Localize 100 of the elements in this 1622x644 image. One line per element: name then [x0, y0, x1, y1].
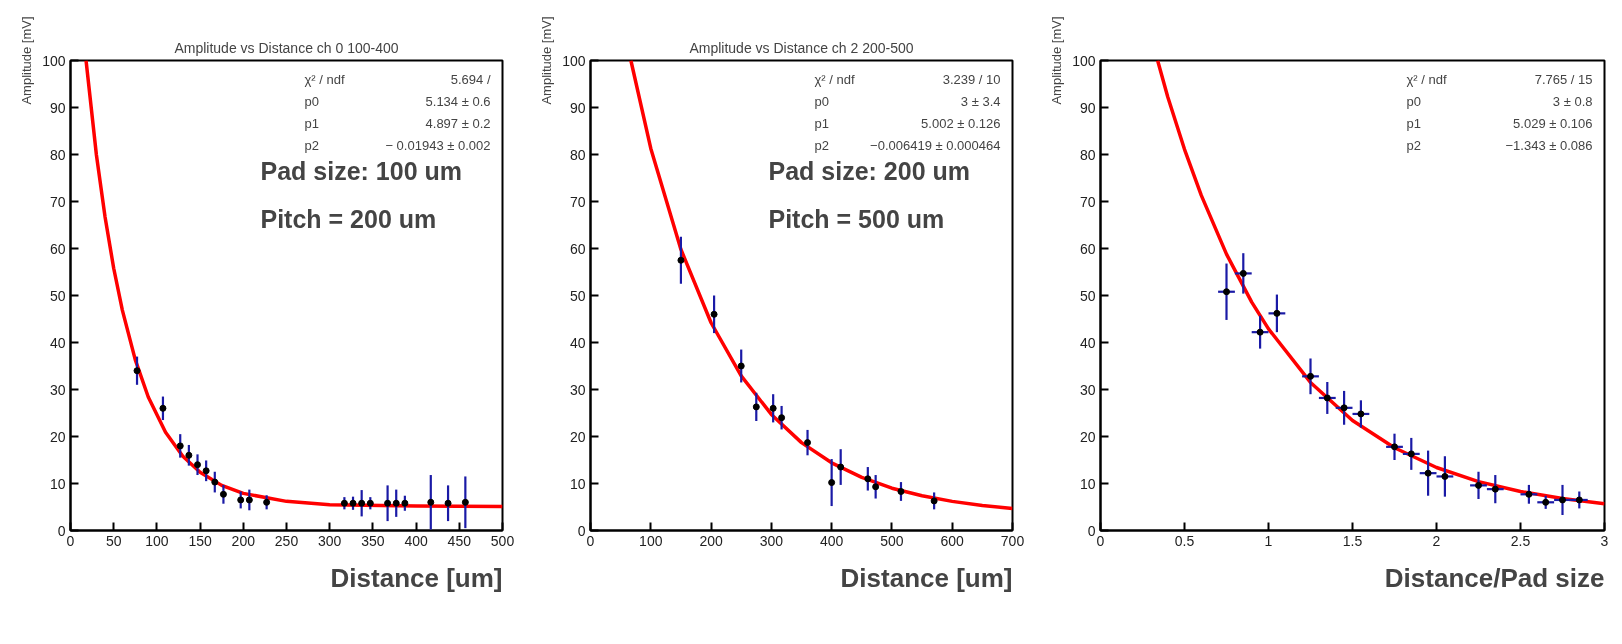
point — [219, 490, 227, 498]
annotation: p1 — [814, 116, 829, 131]
annotation: Pad size: 200 um — [768, 156, 970, 185]
annotation: −1.343 ± 0.086 — [1505, 138, 1593, 153]
y-tick-label: 90 — [1079, 99, 1096, 116]
annotation: 5.694 / — [450, 72, 491, 87]
point — [263, 498, 271, 506]
y-tick-label: 60 — [569, 240, 586, 257]
point — [1340, 404, 1348, 412]
y-tick-label: 30 — [1079, 381, 1096, 398]
annotation: 4.897 ± 0.2 — [425, 116, 491, 131]
x-tick-label: 500 — [880, 532, 904, 549]
y-tick-label: 50 — [1079, 287, 1096, 304]
y-tick-label: 20 — [49, 428, 66, 445]
point — [737, 362, 745, 370]
annotation: Pitch = 200 um — [260, 204, 437, 233]
point — [358, 499, 366, 507]
annotation: p2 — [814, 138, 829, 153]
x-tick-label: 100 — [639, 532, 663, 549]
point — [1357, 410, 1365, 418]
annotation: 3 ± 3.4 — [960, 94, 1001, 109]
y-axis-title: Amplitude [mV] — [539, 16, 555, 105]
point — [194, 461, 202, 469]
y-tick-label: 40 — [569, 334, 586, 351]
x-tick-label: 450 — [447, 532, 472, 549]
x-tick-label: 500 — [490, 532, 515, 549]
point — [461, 498, 469, 506]
x-tick-label: 400 — [819, 532, 844, 549]
point — [1559, 496, 1566, 504]
point — [133, 367, 141, 375]
point — [872, 483, 880, 491]
chart-title: Amplitude vs Distance ch 0 100-400 — [174, 39, 399, 56]
y-tick-label: 40 — [1079, 334, 1096, 351]
annotation: 7.765 / 15 — [1534, 72, 1593, 87]
point — [159, 404, 167, 412]
point — [864, 475, 872, 483]
annotation: Pitch = 500 um — [768, 204, 945, 233]
annotation: 5.002 ± 0.126 — [921, 116, 1001, 131]
chart-title: Amplitude vs Distance ch 2 200-500 — [689, 39, 914, 56]
x-tick-label: 350 — [361, 532, 385, 549]
point — [245, 496, 253, 504]
x-tick-label: 250 — [274, 532, 299, 549]
y-tick-label: 60 — [1079, 240, 1096, 257]
point — [1525, 490, 1533, 498]
annotation: p2 — [1406, 138, 1421, 153]
y-tick-label: 60 — [49, 240, 66, 257]
y-tick-label: 50 — [569, 287, 586, 304]
y-tick-label: 90 — [49, 99, 66, 116]
y-axis-title: Amplitude [mV] — [1049, 16, 1065, 105]
y-tick-label: 20 — [569, 428, 586, 445]
x-tick-label: 2.5 — [1510, 532, 1531, 549]
y-tick-label: 70 — [569, 193, 586, 210]
point — [185, 451, 193, 459]
annotation: p2 — [304, 138, 319, 153]
point — [202, 467, 210, 475]
point — [1491, 485, 1499, 493]
annotation: p0 — [304, 94, 319, 109]
x-tick-label: 300 — [318, 532, 342, 549]
annotation: −0.006419 ± 0.000464 — [870, 138, 1001, 153]
y-tick-label: 80 — [1079, 146, 1096, 163]
point — [1424, 469, 1432, 477]
annotation: 5.134 ± 0.6 — [425, 94, 491, 109]
line-series — [84, 60, 503, 509]
point — [392, 499, 400, 507]
point — [710, 310, 718, 318]
y-tick-label: 10 — [569, 475, 586, 492]
point — [211, 478, 219, 486]
point — [930, 497, 938, 505]
x-axis-title: Distance/Pad size — [1384, 563, 1605, 593]
x-tick-label: 400 — [404, 532, 428, 549]
x-tick-label: 100 — [145, 532, 169, 549]
x-tick-label: 1 — [1264, 532, 1273, 549]
annotation: χ² / ndf — [304, 72, 345, 87]
point — [1223, 288, 1230, 296]
point — [237, 496, 245, 504]
point — [1475, 481, 1482, 489]
x-tick-label: 200 — [699, 532, 723, 549]
y-tick-label: 80 — [569, 146, 586, 163]
y-tick-label: 70 — [49, 193, 66, 210]
x-tick-label: 700 — [1000, 532, 1025, 549]
point — [427, 498, 435, 506]
point — [1256, 328, 1264, 336]
x-axis-title: Distance [um] — [330, 563, 503, 593]
point — [1323, 394, 1331, 402]
x-tick-label: 0.5 — [1174, 532, 1195, 549]
point — [769, 404, 777, 412]
point — [828, 479, 836, 487]
annotation: p0 — [814, 94, 829, 109]
y-tick-label: 30 — [569, 381, 586, 398]
annotation: p1 — [1406, 116, 1421, 131]
annotation: − 0.01943 ± 0.002 — [385, 138, 491, 153]
x-tick-label: 200 — [231, 532, 256, 549]
y-tick-label: 70 — [1079, 193, 1096, 210]
x-tick-label: 150 — [188, 532, 212, 549]
x-axis-title: Distance [um] — [840, 563, 1013, 593]
annotation: p1 — [304, 116, 319, 131]
point — [837, 463, 845, 471]
y-tick-label: 80 — [49, 146, 66, 163]
x-tick-label: 3 — [1600, 532, 1609, 549]
annotation: 3.239 / 10 — [942, 72, 1001, 87]
